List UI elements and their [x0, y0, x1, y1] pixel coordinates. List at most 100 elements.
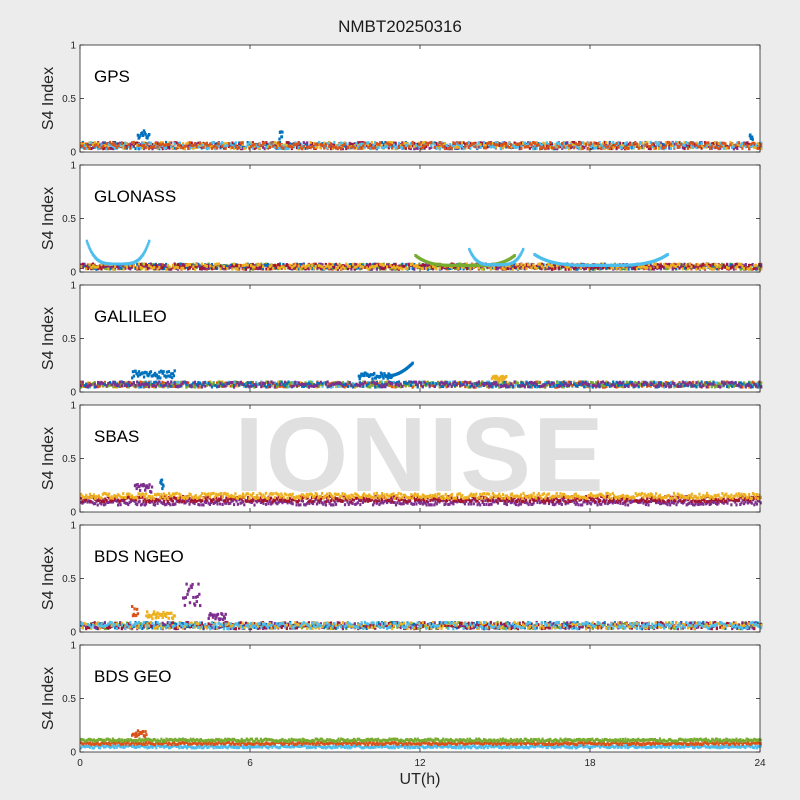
- data-point: [510, 143, 513, 147]
- data-point: [498, 143, 501, 147]
- data-point: [301, 267, 304, 271]
- data-point: [362, 141, 365, 145]
- data-point: [241, 147, 244, 151]
- data-point: [646, 144, 649, 148]
- data-point: [641, 141, 644, 145]
- data-point: [318, 142, 321, 146]
- data-point: [656, 141, 659, 145]
- data-point: [416, 142, 419, 146]
- data-point: [224, 142, 227, 146]
- data-point: [226, 143, 229, 147]
- data-point: [166, 144, 169, 148]
- data-point: [158, 265, 161, 269]
- data-point: [686, 146, 690, 150]
- data-point: [209, 142, 212, 146]
- data-point: [85, 142, 88, 146]
- data-point: [627, 147, 630, 150]
- data-point: [685, 143, 688, 146]
- data-point: [440, 142, 443, 146]
- data-point: [428, 266, 431, 270]
- data-point: [239, 143, 242, 147]
- data-point: [122, 143, 125, 147]
- data-point: [115, 142, 118, 146]
- data-point: [277, 141, 280, 145]
- data-point: [426, 143, 429, 147]
- data-point: [238, 267, 241, 271]
- data-point: [163, 143, 166, 147]
- data-point: [705, 145, 708, 149]
- data-point: [743, 142, 746, 146]
- data-point: [607, 144, 610, 148]
- data-point: [311, 145, 314, 148]
- data-point: [712, 141, 715, 145]
- data-point: [574, 141, 577, 145]
- data-points: [80, 129, 763, 151]
- data-point: [141, 142, 144, 146]
- data-point: [433, 144, 436, 148]
- data-point: [105, 267, 108, 271]
- data-point: [695, 267, 698, 271]
- data-point: [367, 146, 370, 149]
- data-point: [193, 267, 197, 271]
- data-point: [595, 141, 598, 145]
- data-point: [246, 142, 249, 146]
- data-point: [355, 142, 358, 146]
- data-point: [131, 143, 134, 146]
- data-point: [666, 253, 669, 256]
- data-point: [477, 141, 480, 145]
- data-point: [566, 145, 569, 149]
- data-point: [382, 142, 385, 146]
- data-point: [324, 143, 327, 147]
- data-point: [226, 142, 229, 146]
- data-point: [617, 145, 620, 149]
- data-point: [83, 146, 86, 150]
- data-point: [348, 263, 351, 267]
- data-point: [241, 141, 244, 145]
- data-point: [142, 129, 146, 133]
- data-point: [333, 263, 336, 267]
- data-point: [658, 141, 661, 145]
- data-point: [675, 140, 678, 144]
- data-point: [494, 141, 497, 145]
- data-point: [267, 262, 270, 266]
- data-point: [732, 147, 735, 151]
- data-point: [488, 141, 491, 145]
- data-point: [511, 267, 514, 271]
- data-point: [306, 143, 309, 147]
- data-point: [654, 140, 657, 144]
- data-point: [120, 267, 123, 271]
- data-point: [578, 144, 581, 148]
- data-point: [141, 144, 144, 148]
- data-point: [375, 264, 378, 268]
- data-point: [710, 146, 713, 150]
- data-point: [341, 142, 344, 146]
- data-point: [703, 141, 707, 145]
- data-point: [703, 263, 707, 267]
- data-point: [438, 266, 441, 270]
- data-point: [260, 262, 263, 266]
- data-point: [224, 264, 227, 268]
- data-point: [573, 141, 576, 144]
- data-point: [408, 145, 411, 149]
- data-point: [158, 146, 161, 150]
- data-point: [210, 141, 214, 145]
- data-point: [450, 144, 453, 148]
- data-point: [559, 267, 562, 271]
- data-point: [97, 265, 100, 269]
- data-point: [323, 146, 326, 150]
- data-point: [273, 266, 276, 269]
- data-point: [425, 141, 428, 145]
- data-point: [714, 266, 717, 270]
- data-point: [515, 146, 518, 149]
- data-point: [637, 146, 640, 150]
- data-point: [159, 263, 163, 267]
- data-point: [584, 142, 588, 146]
- data-point: [685, 263, 688, 267]
- data-point: [430, 266, 433, 270]
- data-point: [532, 147, 535, 151]
- data-point: [326, 142, 329, 145]
- data-point: [253, 265, 256, 269]
- data-point: [544, 142, 547, 146]
- data-point: [719, 143, 722, 147]
- data-point: [683, 147, 686, 151]
